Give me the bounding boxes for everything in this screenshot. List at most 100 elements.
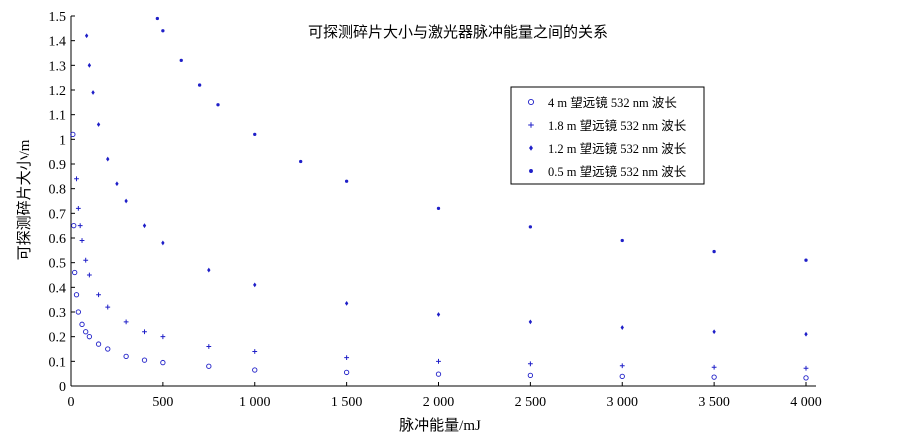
x-tick-label: 3 500 <box>698 395 730 410</box>
data-point <box>123 353 129 360</box>
data-point <box>620 238 624 243</box>
data-point <box>71 223 77 229</box>
legend-label: 4 m 望远镜 532 nm 波长 <box>548 95 677 110</box>
data-point <box>87 62 92 68</box>
data-point <box>803 365 809 371</box>
x-tick-label: 500 <box>152 395 173 410</box>
legend: 4 m 望远镜 532 nm 波长 1.8 m 望远镜 532 nm 波长 1.2 … <box>510 86 705 185</box>
data-point <box>84 33 89 39</box>
data-point <box>75 206 81 211</box>
x-tick-label: 1 500 <box>331 395 363 410</box>
x-tick-label: 3 000 <box>607 395 639 410</box>
data-point <box>161 29 165 33</box>
data-point <box>79 238 85 243</box>
data-point <box>436 358 441 364</box>
data-point <box>123 319 129 325</box>
data-point <box>712 329 716 335</box>
y-tick-label: 1.4 <box>49 35 67 50</box>
data-point <box>179 58 183 63</box>
data-point <box>620 325 624 330</box>
y-tick-label: 1.5 <box>49 10 67 25</box>
y-tick-label: 1.1 <box>49 109 67 124</box>
data-point <box>155 16 160 21</box>
y-tick-label: 0.6 <box>49 232 67 247</box>
data-point <box>206 363 212 369</box>
data-point <box>161 240 165 246</box>
data-point <box>73 292 80 298</box>
data-point <box>96 292 101 298</box>
x-tick-label: 2 000 <box>423 395 455 410</box>
x-tick-label: 0 <box>68 395 75 410</box>
data-point <box>106 156 110 162</box>
data-point <box>124 198 128 204</box>
x-axis-title: 脉冲能量/mJ <box>399 417 481 434</box>
data-point <box>344 179 349 183</box>
data-point <box>344 355 350 361</box>
y-tick-label: 0 <box>59 380 66 395</box>
data-point <box>142 329 147 335</box>
data-point <box>435 371 442 377</box>
data-point <box>206 344 212 349</box>
x-tick-label: 4 000 <box>790 395 822 410</box>
data-point <box>79 321 85 327</box>
data-point <box>160 359 166 366</box>
data-point <box>207 267 211 273</box>
data-point <box>141 357 148 363</box>
data-point <box>253 132 257 137</box>
data-point <box>197 83 202 87</box>
data-point <box>83 329 89 335</box>
data-point <box>528 319 533 325</box>
data-point <box>75 309 82 315</box>
data-point <box>115 181 119 187</box>
legend-box <box>510 86 705 185</box>
data-point <box>804 258 808 262</box>
y-tick-label: 0.8 <box>49 183 67 198</box>
data-point <box>804 331 808 337</box>
legend-label: 1.2 m 望远镜 532 nm 波长 <box>548 141 687 156</box>
series-3 <box>84 33 808 337</box>
data-point <box>527 361 533 367</box>
axis-ticks: 0 500 1 000 1 500 2 000 2 500 3 000 3 500 4 000 0… <box>49 10 822 410</box>
x-tick-label: 2 500 <box>515 395 547 410</box>
series-4 <box>155 16 808 262</box>
legend-label: 0.5 m 望远镜 532 nm 波长 <box>548 164 687 179</box>
y-tick-label: 1.2 <box>49 84 67 99</box>
data-point <box>712 249 716 254</box>
data-point <box>299 159 303 164</box>
data-point <box>436 206 441 211</box>
data-point <box>105 346 111 352</box>
data-point <box>216 103 220 107</box>
data-point <box>160 334 166 340</box>
legend-label: 1.8 m 望远镜 532 nm 波长 <box>548 118 687 133</box>
data-point <box>711 364 717 370</box>
plot-area <box>70 16 809 381</box>
data-point <box>95 341 102 347</box>
data-point <box>72 269 78 276</box>
legend-marker <box>529 145 533 151</box>
data-point <box>711 374 717 380</box>
chart-title: 可探测碎片大小与激光器脉冲能量之间的关系 <box>308 24 608 41</box>
data-point <box>343 369 350 376</box>
data-point <box>252 349 258 354</box>
legend-marker <box>529 169 533 173</box>
y-tick-label: 0.3 <box>49 306 67 321</box>
series-2 <box>74 176 809 371</box>
y-tick-label: 1.3 <box>49 59 67 74</box>
data-point <box>619 373 625 380</box>
y-tick-label: 0.4 <box>49 281 67 296</box>
data-point <box>528 225 533 229</box>
y-tick-label: 1 <box>59 133 66 148</box>
series-1 <box>70 131 809 381</box>
data-point <box>105 304 111 310</box>
y-tick-label: 0.2 <box>49 331 67 346</box>
y-tick-label: 0.5 <box>49 257 67 272</box>
x-tick-label: 1 000 <box>239 395 271 410</box>
legend-marker <box>528 122 534 128</box>
data-point <box>803 375 809 381</box>
y-axis-title: 可探测碎片大小/m <box>16 139 33 260</box>
data-point <box>70 131 76 138</box>
data-point <box>142 223 147 229</box>
data-point <box>83 257 89 263</box>
data-point <box>252 367 258 373</box>
